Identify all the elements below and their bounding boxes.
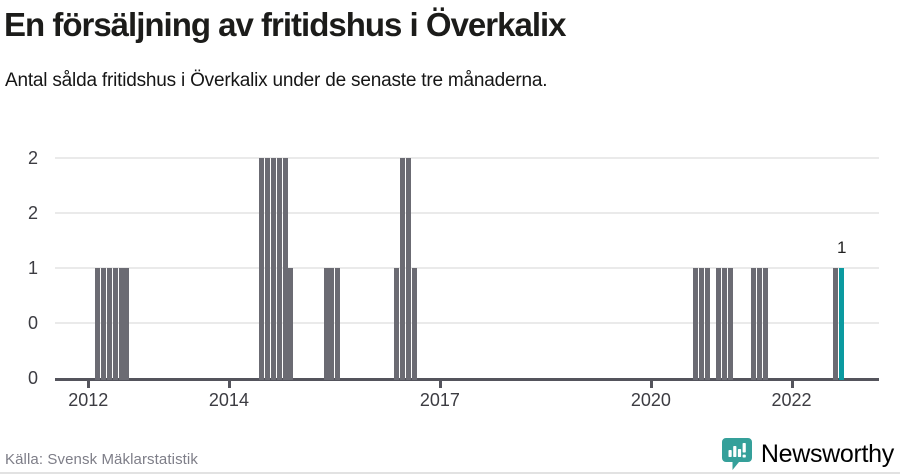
chart-subtitle: Antal sålda fritidshus i Överkalix under… xyxy=(5,70,548,91)
bar xyxy=(106,268,112,380)
y-gridline xyxy=(55,322,879,324)
bar xyxy=(112,268,118,380)
bar xyxy=(259,158,265,380)
bar xyxy=(757,268,763,380)
bar xyxy=(692,268,698,380)
x-axis-tick xyxy=(87,381,91,388)
bar xyxy=(722,268,728,380)
x-axis-tick xyxy=(227,381,231,388)
bar xyxy=(335,268,341,380)
bar xyxy=(405,158,411,380)
y-gridline xyxy=(55,157,879,159)
bar-value-label: 1 xyxy=(837,238,847,257)
bar xyxy=(727,268,733,380)
source-note: Källa: Svensk Mäklarstatistik xyxy=(5,451,198,468)
bar-highlight-latest xyxy=(839,268,845,380)
y-axis-tick-label: 0 xyxy=(27,313,38,333)
bar xyxy=(270,158,276,380)
bar xyxy=(833,268,839,380)
bar xyxy=(411,268,417,380)
page-title: En försäljning av fritidshus i Överkalix xyxy=(4,6,567,43)
bar xyxy=(124,268,130,380)
bar xyxy=(698,268,704,380)
bar xyxy=(100,268,106,380)
y-axis-tick-label: 2 xyxy=(27,148,38,168)
bar xyxy=(288,268,294,380)
bar xyxy=(276,158,282,380)
x-axis-tick-label: 2022 xyxy=(771,390,812,410)
x-axis-tick-label: 2017 xyxy=(419,390,460,410)
bar xyxy=(716,268,722,380)
bar xyxy=(704,268,710,380)
newsworthy-wordmark: Newsworthy xyxy=(760,439,894,468)
y-gridline xyxy=(55,212,879,214)
bar xyxy=(95,268,101,380)
bar xyxy=(329,268,335,380)
x-axis-tick-label: 2020 xyxy=(630,390,671,410)
newsworthy-logo: Newsworthy xyxy=(721,437,894,471)
x-axis-tick xyxy=(438,381,442,388)
y-axis-tick-label: 0 xyxy=(27,368,38,388)
bar xyxy=(393,268,399,380)
bar xyxy=(763,268,769,380)
x-axis-line xyxy=(55,378,879,381)
bar xyxy=(282,158,288,380)
y-gridline xyxy=(55,267,879,269)
bar xyxy=(323,268,329,380)
bar xyxy=(118,268,124,380)
x-axis-tick-label: 2012 xyxy=(68,390,109,410)
x-axis-tick xyxy=(790,381,794,388)
y-axis-tick-label: 2 xyxy=(27,203,38,223)
bottom-divider xyxy=(0,472,900,474)
bar xyxy=(265,158,270,380)
bar xyxy=(751,268,757,380)
bar xyxy=(399,158,405,380)
x-axis-tick-label: 2014 xyxy=(208,390,249,410)
x-axis-tick xyxy=(649,381,653,388)
y-axis-tick-label: 1 xyxy=(27,258,38,278)
newsworthy-bubble-chart-icon xyxy=(721,437,754,471)
